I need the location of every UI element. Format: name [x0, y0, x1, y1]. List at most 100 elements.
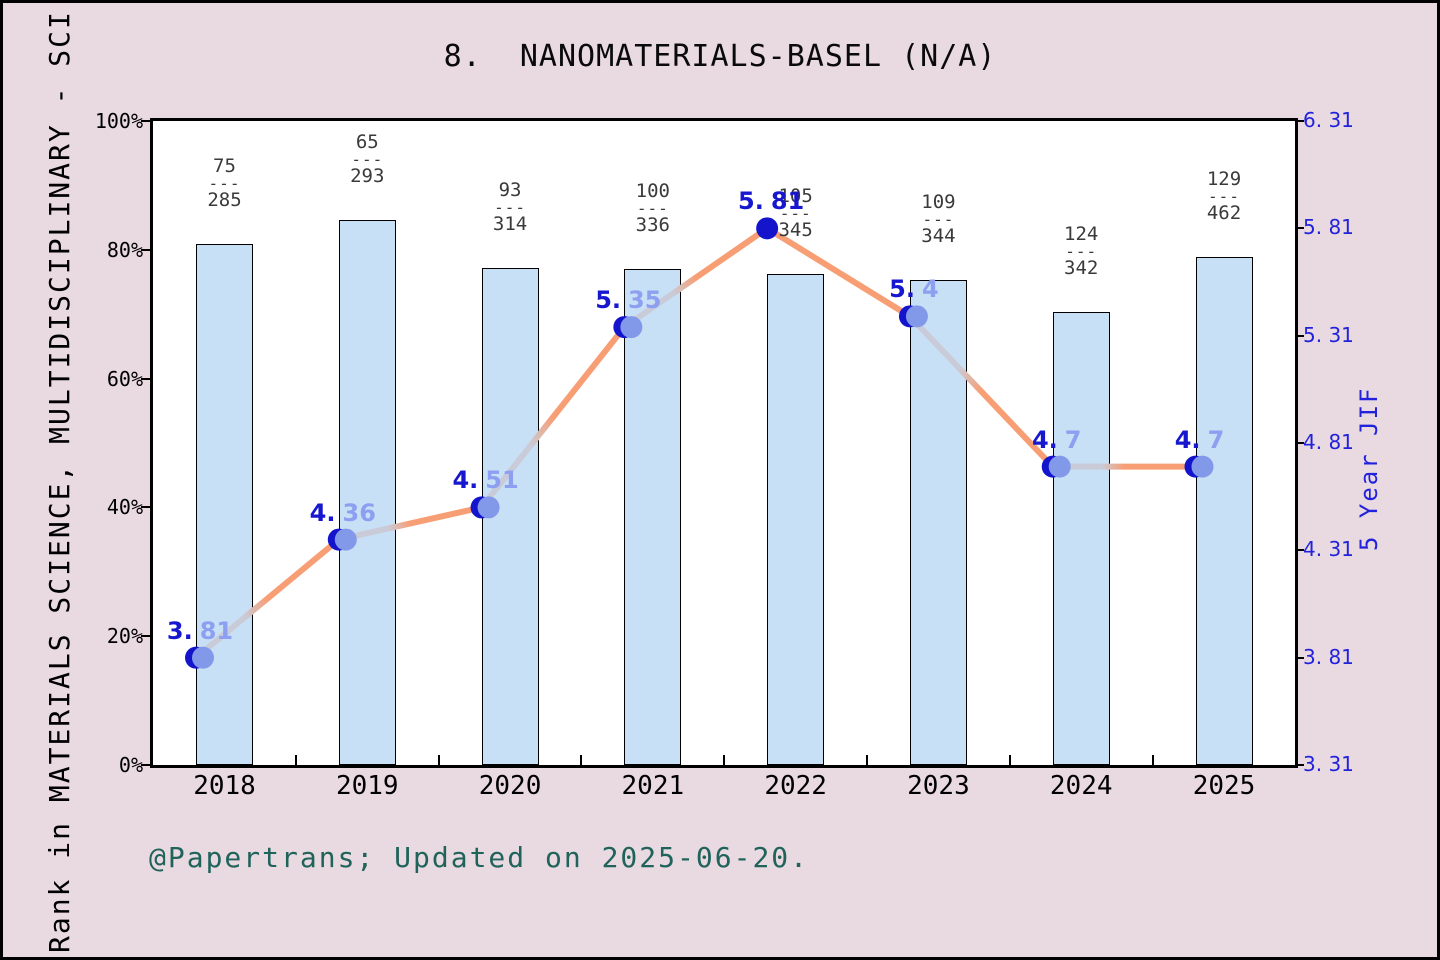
point-label-frac: 36: [342, 498, 376, 527]
y-left-tick: [141, 120, 150, 122]
x-tick-label-2020: 2020: [478, 771, 542, 801]
y-left-tick-label: 100%: [94, 109, 143, 133]
fraction-numerator: 105: [778, 185, 813, 208]
data-point-marker-light: [1048, 455, 1071, 478]
fraction-label-2024: 124 --- 342: [1036, 224, 1126, 279]
fraction-bar: ---: [1208, 186, 1240, 206]
y-right-tick: [1295, 549, 1304, 552]
fraction-denominator: 345: [778, 219, 813, 242]
fraction-denominator: 285: [207, 189, 242, 211]
y-left-tick-label: 60%: [106, 366, 143, 391]
fraction-label-2022: 105 --- 345: [751, 186, 841, 241]
point-label-2018: 3. 81: [167, 617, 233, 645]
fraction-label-2023: 109 --- 344: [893, 192, 983, 247]
left-axis-title: Rank in MATERIALS SCIENCE, MULTIDISCIPLI…: [43, 10, 76, 953]
line-segment: [907, 314, 1055, 469]
fraction-denominator: 314: [492, 212, 528, 235]
y-right-tick: [1295, 656, 1304, 659]
point-label-2019: 4. 36: [310, 499, 376, 527]
x-tick-label-2018: 2018: [193, 771, 256, 801]
fraction-bar: ---: [922, 210, 955, 230]
fraction-denominator: 462: [1206, 201, 1242, 224]
y-left-tick: [141, 635, 150, 638]
fraction-denominator: 342: [1064, 257, 1099, 280]
data-point-marker-light: [334, 528, 357, 551]
y-right-tick-label: 6. 31: [1303, 108, 1354, 132]
y-right-tick-label: 4. 81: [1303, 430, 1354, 454]
fraction-numerator: 75: [213, 155, 236, 177]
point-label-int: 4.: [1031, 425, 1058, 454]
fraction-numerator: 109: [921, 191, 956, 214]
line-segment: [479, 325, 627, 510]
bar-2021: [624, 269, 682, 765]
attribution-text: @Papertrans; Updated on 2025-06-20.: [149, 841, 810, 874]
fraction-bar: ---: [779, 204, 812, 224]
line-segment: [622, 225, 769, 330]
point-label-int: 4.: [1174, 425, 1201, 454]
y-right-tick-label: 3. 81: [1303, 644, 1354, 669]
fraction-bar: ---: [1065, 242, 1098, 262]
y-right-tick: [1295, 764, 1304, 766]
y-left-tick: [141, 377, 150, 380]
point-label-2025: 4. 7: [1175, 426, 1225, 454]
line-segment: [765, 225, 912, 319]
data-point-marker-light: [620, 316, 643, 339]
fraction-numerator: 93: [498, 178, 522, 201]
y-right-tick-label: 5. 31: [1303, 322, 1354, 347]
point-label-2024: 4. 7: [1032, 426, 1082, 454]
x-minor-tick: [1151, 755, 1154, 765]
plot-layers: 3. 81 4. 36 4. 51 5. 35 5. 81 5. 4 4. 7 4. 7 75 --- 285 65-…: [153, 121, 1295, 765]
fraction-bar: ---: [208, 174, 241, 193]
point-label-int: 4.: [309, 498, 336, 527]
chart-title: 8. NANOMATERIALS-BASEL (N/A): [443, 39, 997, 74]
fraction-denominator: 344: [921, 225, 956, 248]
fraction-bar: ---: [351, 150, 384, 170]
y-left-tick: [141, 506, 150, 509]
point-label-frac: 35: [628, 286, 662, 315]
x-tick-label-2022: 2022: [764, 771, 827, 801]
x-minor-tick: [580, 755, 583, 765]
point-label-2023: 5. 4: [889, 275, 939, 303]
data-point-marker-light: [1191, 455, 1214, 478]
bar-2025: [1195, 256, 1253, 765]
point-label-int: 4.: [452, 466, 479, 495]
point-label-frac: 7: [1064, 425, 1082, 454]
point-label-frac: 51: [485, 466, 519, 495]
point-label-int: 5.: [595, 286, 622, 315]
jif-line: [185, 217, 1214, 669]
y-left-tick: [141, 764, 150, 766]
data-point-marker-dark: [756, 217, 779, 240]
y-right-tick-label: 4. 31: [1303, 537, 1354, 562]
x-tick-label-2024: 2024: [1049, 771, 1113, 801]
fraction-numerator: 100: [635, 180, 670, 203]
fraction-label-2019: 65 --- 293: [322, 132, 412, 187]
x-minor-tick: [723, 755, 726, 765]
bar-2022: [767, 274, 825, 765]
x-tick-label-2021: 2021: [621, 771, 685, 801]
y-left-tick-label: 20%: [106, 624, 143, 649]
point-label-frac: 81: [199, 616, 234, 645]
x-minor-tick: [1008, 755, 1011, 765]
x-minor-tick: [437, 755, 440, 765]
fraction-label-2018: 75 --- 285: [180, 156, 270, 211]
fraction-numerator: 129: [1206, 167, 1242, 190]
y-left-tick: [141, 248, 150, 251]
bar-2024: [1052, 312, 1110, 765]
fraction-denominator: 293: [350, 165, 385, 188]
point-label-int: 5.: [889, 275, 915, 304]
y-left-tick-label: 0%: [118, 753, 143, 777]
fraction-bar: ---: [494, 197, 527, 217]
fraction-bar: ---: [636, 199, 669, 219]
y-right-tick: [1295, 227, 1304, 230]
line-segment: [338, 504, 483, 543]
line-segment: [194, 537, 341, 660]
y-left-tick-label: 40%: [106, 495, 143, 520]
x-tick-label-2025: 2025: [1192, 771, 1256, 801]
point-label-int: 5.: [738, 187, 764, 216]
data-point-marker-light: [192, 646, 214, 669]
bar-2019: [338, 220, 396, 765]
data-point-marker-light: [905, 305, 928, 328]
point-label-frac: 7: [1207, 425, 1225, 454]
right-axis-title: 5 Year JIF: [1355, 386, 1383, 552]
fraction-label-2025: 129 --- 462: [1179, 167, 1269, 224]
